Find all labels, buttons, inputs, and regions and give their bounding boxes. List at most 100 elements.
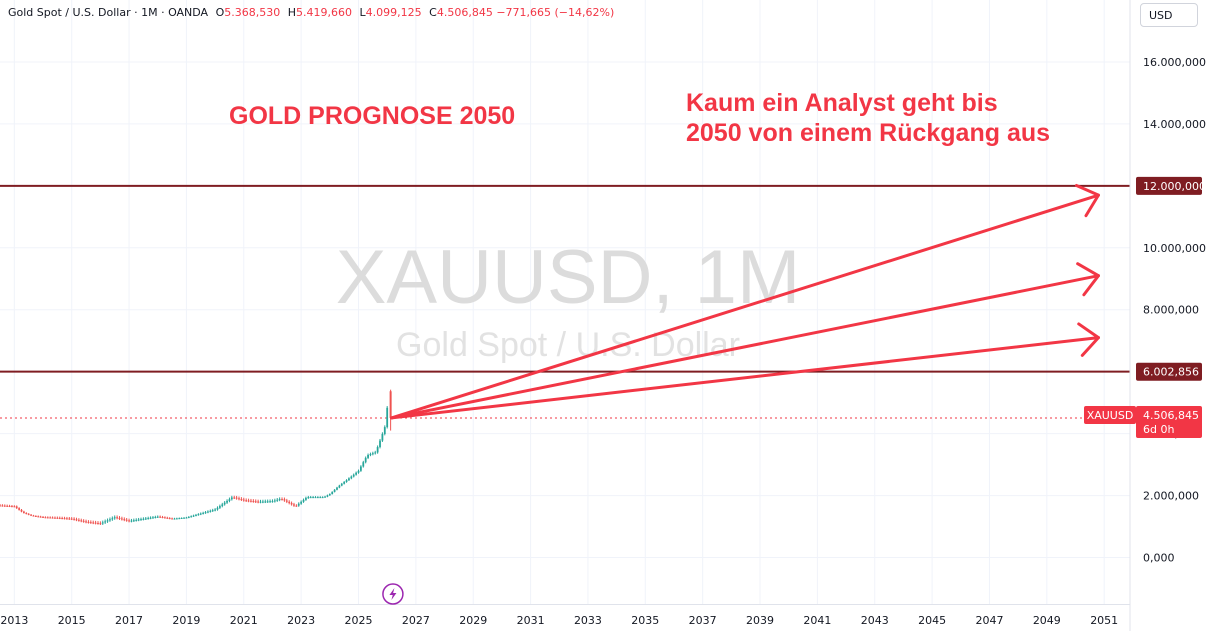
x-tick-label: 2015 [58, 614, 86, 627]
candle-body [218, 506, 221, 508]
trend-arrow-head[interactable] [1076, 262, 1100, 297]
candle-body [77, 519, 80, 521]
candle-body [369, 454, 372, 456]
candle-body [168, 518, 171, 520]
candle-body [333, 489, 336, 492]
candle-body [154, 517, 157, 519]
candle-body [104, 521, 107, 523]
candle-body [374, 452, 377, 454]
candle-body [238, 498, 240, 500]
candle-body [15, 506, 18, 509]
candle-body [99, 523, 102, 525]
trend-arrow-head[interactable] [1074, 183, 1100, 218]
candle-body [266, 501, 269, 503]
note-line-1[interactable]: Kaum ein Analyst geht bis [686, 89, 998, 117]
x-tick-label: 2031 [517, 614, 545, 627]
candle-body [128, 520, 130, 522]
x-tick-label: 2049 [1033, 614, 1061, 627]
horizontal-levels[interactable] [0, 184, 1130, 373]
candle-body [252, 501, 255, 503]
candle-body [321, 497, 324, 499]
candle-body [46, 517, 49, 519]
x-tick-label: 2051 [1090, 614, 1118, 627]
candle-body [297, 503, 300, 506]
candle-body [113, 517, 116, 519]
candle-body [56, 517, 59, 519]
price-tag-value: 4.506,845 [1143, 409, 1199, 422]
watermark-name: Gold Spot / U.S. Dollar [396, 326, 740, 364]
time-axis-border [0, 604, 1130, 605]
time-axis[interactable]: 2013 2015 2017 2019 2021 2023 2025 2027 2029 2031… [0, 614, 1118, 627]
trend-arrow-line[interactable] [389, 336, 1100, 420]
candle-body [223, 502, 226, 505]
headline-text[interactable]: GOLD PROGNOSE 2050 [229, 102, 515, 130]
candle-body [214, 509, 217, 511]
note-line-2[interactable]: 2050 von einem Rückgang aus [686, 119, 1050, 147]
flash-icon[interactable] [382, 583, 404, 605]
candle-body [312, 497, 314, 499]
grid-lines [0, 0, 1130, 604]
candle-body [285, 500, 288, 502]
x-tick-label: 2029 [459, 614, 487, 627]
candle-body [152, 517, 154, 519]
watermark-ticker: XAUUSD, 1M [336, 235, 801, 320]
candle-body [66, 518, 68, 520]
y-tick-label: 10.000,000 [1143, 242, 1206, 255]
trend-arrow-head[interactable] [1077, 322, 1100, 357]
candle-body [34, 515, 37, 517]
candle-body [352, 474, 355, 477]
x-tick-label: 2017 [115, 614, 143, 627]
candle-body [192, 515, 195, 517]
candle-body [247, 500, 250, 502]
trend-arrows[interactable] [389, 183, 1100, 420]
legend-change: −771,665 (−14,62%) [496, 6, 615, 19]
currency-selector[interactable]: USD [1140, 3, 1198, 27]
candle-body [211, 510, 214, 512]
candle-body [245, 500, 248, 502]
y-tick-label: 16.000,000 [1143, 56, 1206, 69]
legend-open-label: O [215, 6, 225, 19]
candle-body [195, 514, 197, 516]
candle-body [149, 517, 152, 519]
candle-body [331, 491, 334, 495]
candle-body [23, 511, 25, 513]
candle-body [359, 466, 362, 471]
candle-body [32, 515, 35, 517]
candle-body [164, 517, 166, 519]
candle-body [262, 501, 264, 503]
x-tick-label: 2043 [861, 614, 889, 627]
candle-body [338, 485, 341, 488]
candle-body [340, 483, 343, 486]
candle-body [233, 497, 236, 499]
candle-body [281, 499, 283, 501]
price-tag-countdown: 6d 0h [1143, 423, 1174, 436]
x-tick-label: 2037 [689, 614, 717, 627]
legend-close-value: 4.506,845 [436, 6, 493, 19]
candle-body [63, 518, 66, 520]
candle-body [226, 500, 228, 503]
candle-body [6, 505, 9, 507]
candle-body [371, 453, 374, 455]
y-tick-label: 12.000,000 [1143, 180, 1206, 193]
candle-body [130, 520, 133, 522]
last-price-tag[interactable]: XAUUSD 4.506,845 6d 0h [1084, 406, 1202, 438]
x-tick-label: 2045 [918, 614, 946, 627]
price-axis[interactable]: 0,0002.000,0004.000,0006.002,8568.000,00… [1136, 56, 1206, 565]
candle-body [314, 497, 317, 499]
x-tick-label: 2041 [803, 614, 831, 627]
candle-body [37, 516, 40, 518]
candle-body [324, 496, 326, 498]
candle-body [1, 505, 4, 507]
candle-body [250, 500, 252, 502]
trend-arrow-line[interactable] [389, 274, 1100, 420]
x-tick-label: 2033 [574, 614, 602, 627]
candle-body [190, 516, 193, 518]
candle-body [0, 505, 1, 507]
candle-body [288, 501, 291, 504]
candle-body [116, 517, 119, 519]
candle-body [216, 507, 219, 510]
candle-body [166, 517, 169, 519]
trend-arrow-line[interactable] [389, 193, 1100, 420]
candle-body [381, 433, 384, 441]
